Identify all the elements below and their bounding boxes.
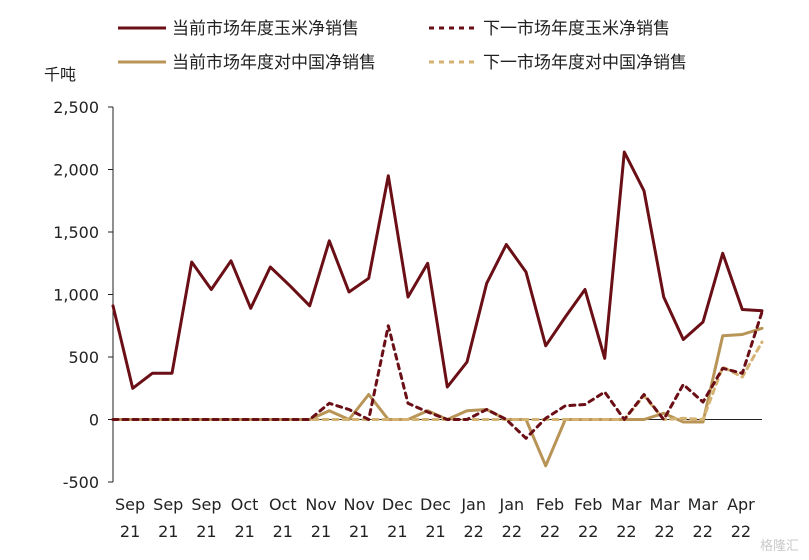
x-tick-year: 22 <box>654 522 674 541</box>
x-tick-year: 21 <box>158 522 178 541</box>
x-tick-year: 21 <box>196 522 216 541</box>
legend-item: 当前市场年度对中国净销售 <box>118 53 376 73</box>
x-tick-label: Feb 22 <box>536 495 564 541</box>
x-tick-month: Mar <box>688 495 719 514</box>
x-tick-year: 21 <box>120 522 140 541</box>
x-tick-month: Sep <box>115 495 145 514</box>
x-tick-label: Mar 22 <box>611 495 642 541</box>
y-tick-label: 1,000 <box>53 286 99 305</box>
y-tick-label: 2,000 <box>53 161 99 180</box>
x-tick-month: Dec <box>420 495 451 514</box>
x-tick-month: Feb <box>536 495 564 514</box>
plot-area <box>111 150 764 468</box>
x-tick-year: 21 <box>387 522 407 541</box>
x-tick-year: 21 <box>273 522 293 541</box>
legend-item: 下一市场年度玉米净销售 <box>429 19 670 39</box>
x-tick-month: Jan <box>499 495 525 514</box>
x-tick-year: 22 <box>578 522 598 541</box>
x-tick-month: Oct <box>269 495 297 514</box>
x-tick-month: Apr <box>727 495 755 514</box>
y-tick-label: 2,500 <box>53 98 99 117</box>
x-tick-label: Dec 21 <box>420 495 451 541</box>
y-tick-label: 1,500 <box>53 223 99 242</box>
x-tick-label: Mar 22 <box>649 495 680 541</box>
x-tick-month: Nov <box>305 495 336 514</box>
x-tick-year: 22 <box>616 522 636 541</box>
x-tick-label: Nov 21 <box>305 495 336 541</box>
x-tick-year: 21 <box>425 522 445 541</box>
y-tick-label: 0 <box>89 411 99 430</box>
x-tick-month: Dec <box>382 495 413 514</box>
x-tick-month: Feb <box>574 495 602 514</box>
watermark: 格隆汇 <box>759 539 799 554</box>
series-line-2 <box>111 326 764 468</box>
x-tick-year: 21 <box>234 522 254 541</box>
x-tick-label: Oct 21 <box>231 495 259 541</box>
x-tick-label: Jan 22 <box>460 495 486 541</box>
x-tick-label: Apr 22 <box>727 495 755 541</box>
x-tick-label: Oct 21 <box>269 495 297 541</box>
x-tick-label: Sep 21 <box>191 495 221 541</box>
legend-item: 当前市场年度玉米净销售 <box>118 19 359 39</box>
x-tick-month: Mar <box>611 495 642 514</box>
x-tick-month: Sep <box>153 495 183 514</box>
x-tick-year: 22 <box>540 522 560 541</box>
x-tick-year: 22 <box>463 522 483 541</box>
legend-label: 当前市场年度玉米净销售 <box>172 19 359 39</box>
x-tick-month: Oct <box>231 495 259 514</box>
x-tick-month: Jan <box>460 495 486 514</box>
legend-label: 当前市场年度对中国净销售 <box>172 53 376 73</box>
y-tick-label: 500 <box>68 348 99 367</box>
x-tick-label: Mar 22 <box>688 495 719 541</box>
x-tick-year: 22 <box>502 522 522 541</box>
x-tick-month: Mar <box>649 495 680 514</box>
x-tick-label: Sep 21 <box>153 495 183 541</box>
x-axis: Sep 21 Sep 21 Sep 21 Oct 21 Oct 21 Nov 21 Nov 21 Dec 21… <box>113 419 762 541</box>
x-tick-label: Feb 22 <box>574 495 602 541</box>
legend-label: 下一市场年度玉米净销售 <box>483 19 670 39</box>
series-line-3 <box>111 340 764 421</box>
legend-item: 下一市场年度对中国净销售 <box>429 53 687 73</box>
x-tick-label: Sep 21 <box>115 495 145 541</box>
y-axis: 2,500 2,000 1,500 1,000 500 0 -500 <box>53 98 114 492</box>
series-line-0 <box>111 150 764 390</box>
legend-label: 下一市场年度对中国净销售 <box>483 53 687 73</box>
y-tick-label: -500 <box>63 473 99 492</box>
x-tick-year: 22 <box>731 522 751 541</box>
series-line-1 <box>111 310 764 440</box>
x-tick-year: 21 <box>349 522 369 541</box>
x-tick-label: Nov 21 <box>344 495 375 541</box>
x-tick-year: 21 <box>311 522 331 541</box>
x-tick-month: Nov <box>344 495 375 514</box>
x-tick-month: Sep <box>191 495 221 514</box>
x-tick-label: Dec 21 <box>382 495 413 541</box>
y-axis-label: 千吨 <box>44 65 76 84</box>
x-tick-year: 22 <box>693 522 713 541</box>
x-tick-label: Jan 22 <box>499 495 525 541</box>
